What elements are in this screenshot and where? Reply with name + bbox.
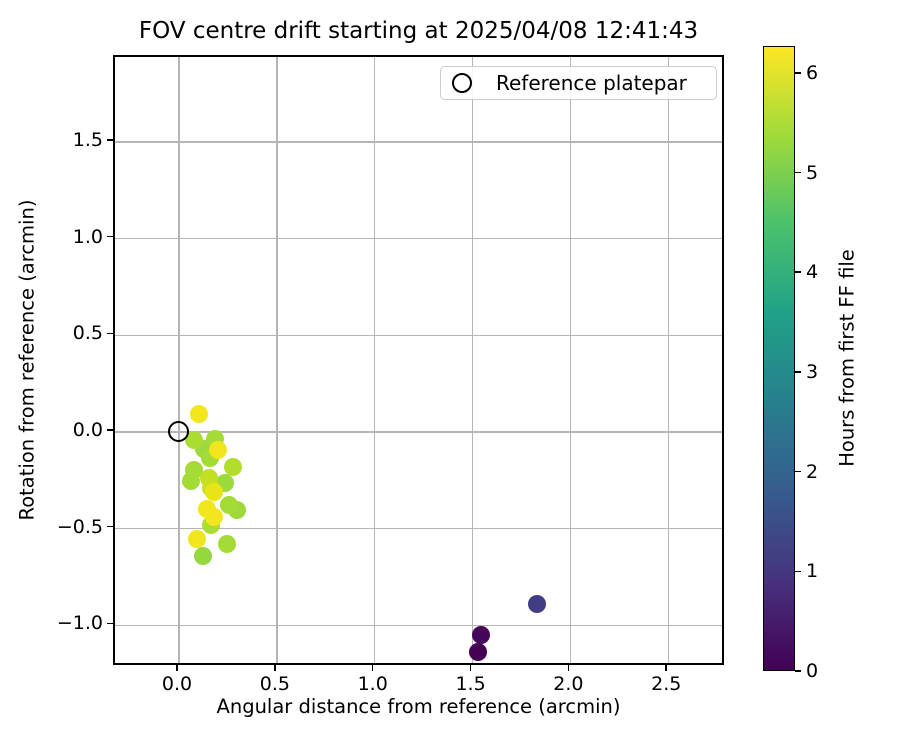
data-point (204, 483, 223, 502)
colorbar-tick-label: 3 (806, 360, 819, 383)
y-tick-label: 1.5 (72, 128, 103, 151)
data-point (189, 404, 208, 423)
x-gridline (569, 57, 572, 663)
y-tick (107, 429, 113, 431)
plot-area (113, 55, 724, 665)
y-gridline (115, 141, 722, 143)
data-point (204, 507, 223, 526)
data-point (469, 643, 488, 662)
colorbar-tick (795, 371, 801, 373)
data-point (217, 534, 236, 553)
x-gridline (374, 57, 376, 663)
colorbar-tick (795, 470, 801, 473)
legend-label: Reference platepar (496, 71, 687, 95)
x-tick (665, 665, 668, 671)
data-point (184, 460, 203, 479)
x-tick-label: 1.5 (455, 673, 486, 695)
x-tick-label: 0.0 (161, 673, 193, 695)
reference-platepar-marker (167, 420, 189, 442)
data-point (208, 441, 227, 460)
data-point (224, 457, 242, 476)
data-point (219, 496, 238, 515)
colorbar-tick-label: 2 (806, 460, 819, 483)
open-circle-icon (452, 73, 472, 93)
x-gridline (667, 57, 669, 663)
data-point (527, 594, 546, 613)
x-tick (371, 665, 374, 671)
data-point (193, 546, 212, 565)
data-point (185, 431, 204, 450)
y-tick (107, 235, 113, 238)
colorbar-tick (795, 171, 801, 174)
y-tick (107, 622, 113, 625)
x-tick-label: 0.5 (259, 673, 290, 695)
y-gridline (115, 334, 722, 336)
data-point (188, 529, 206, 548)
y-tick-label: −0.5 (56, 515, 103, 538)
x-tick-label: 2.0 (553, 673, 584, 695)
y-gridline (115, 528, 722, 530)
y-tick-label: 1.0 (72, 225, 103, 248)
colorbar-label: Hours from first FF file (835, 249, 859, 467)
legend: Reference platepar (440, 66, 717, 100)
x-tick-label: 1.0 (357, 673, 388, 695)
colorbar-tick-label: 4 (806, 261, 819, 284)
y-gridline (115, 237, 722, 240)
colorbar-tick-label: 0 (806, 660, 819, 682)
data-point (471, 625, 490, 644)
y-tick (107, 525, 113, 528)
x-gridline (471, 57, 474, 663)
colorbar-tick (795, 570, 801, 573)
x-tick-label: 2.5 (651, 673, 682, 695)
y-tick-label: −1.0 (56, 612, 103, 635)
x-gridline (276, 57, 278, 663)
colorbar (763, 46, 795, 671)
colorbar-tick-label: 5 (806, 161, 819, 184)
y-gridline (115, 431, 722, 433)
colorbar-tick (795, 271, 801, 274)
y-gridline (115, 624, 722, 627)
x-tick (274, 665, 276, 671)
x-tick (176, 665, 178, 671)
colorbar-tick-label: 6 (806, 61, 819, 84)
x-tick (567, 665, 570, 671)
x-tick (469, 665, 472, 671)
chart-title: FOV centre drift starting at 2025/04/08 … (138, 18, 699, 44)
x-gridline (178, 57, 180, 663)
x-axis-label: Angular distance from reference (arcmin) (216, 695, 621, 718)
y-tick (107, 139, 113, 141)
y-tick (107, 332, 113, 335)
colorbar-tick-label: 1 (806, 560, 819, 583)
y-tick-label: 0.0 (72, 419, 103, 441)
colorbar-tick (795, 72, 801, 74)
y-tick-label: 0.5 (72, 322, 103, 345)
colorbar-tick (795, 670, 801, 672)
